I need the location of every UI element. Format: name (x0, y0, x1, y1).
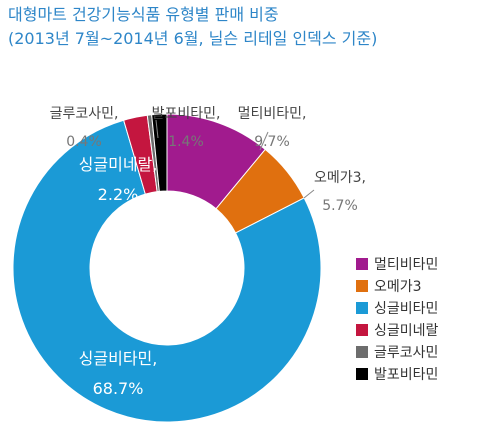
slice-label-omega3: 오메가3, (314, 170, 366, 186)
legend-swatch-glucosamine (356, 346, 368, 358)
legend-label-omega3: 오메가3 (374, 279, 422, 295)
legend-swatch-omega3 (356, 280, 368, 292)
slice-label-effervescent-vitamin: 발포비타민, (152, 106, 221, 122)
legend-label-single-vitamin: 싱글비타민 (374, 301, 438, 317)
slice-value-glucosamine: 0.4% (66, 134, 102, 150)
slice-single-vitamin (12, 119, 322, 423)
legend-label-multivitamin: 멀티비타민 (374, 257, 438, 273)
slice-effervescent-vitamin (151, 113, 168, 192)
chart-title: 대형마트 건강기능식품 유형별 판매 비중 (8, 5, 279, 24)
legend-swatch-single-mineral (356, 324, 368, 336)
legend-label-single-mineral: 싱글미네랄 (374, 323, 439, 339)
legend-swatch-multivitamin (356, 258, 368, 270)
slice-value-omega3: 5.7% (322, 198, 358, 214)
leader-line-omega3 (303, 189, 315, 199)
slice-label-single-vitamin: 싱글비타민, (79, 349, 158, 368)
slice-label-multivitamin: 멀티비타민, (238, 106, 307, 122)
legend-label-glucosamine: 글루코사민 (374, 345, 438, 361)
slice-label-glucosamine: 글루코사민, (50, 106, 119, 122)
legend-swatch-single-vitamin (356, 302, 368, 314)
slice-value-multivitamin: 9.7% (254, 134, 290, 150)
slice-value-single-mineral: 2.2% (98, 185, 139, 204)
chart-subtitle: (2013년 7월~2014년 6월, 닐슨 리테일 인덱스 기준) (8, 29, 378, 48)
legend-swatch-effervescent-vitamin (356, 368, 368, 380)
slice-label-single-mineral: 싱글미네랄, (79, 155, 158, 174)
leader-line-glucosamine (155, 119, 159, 139)
slice-value-single-vitamin: 68.7% (93, 379, 144, 398)
slice-value-effervescent-vitamin: 1.4% (168, 134, 204, 150)
leader-line-multivitamin (259, 131, 269, 151)
legend-label-effervescent-vitamin: 발포비타민 (374, 367, 438, 383)
